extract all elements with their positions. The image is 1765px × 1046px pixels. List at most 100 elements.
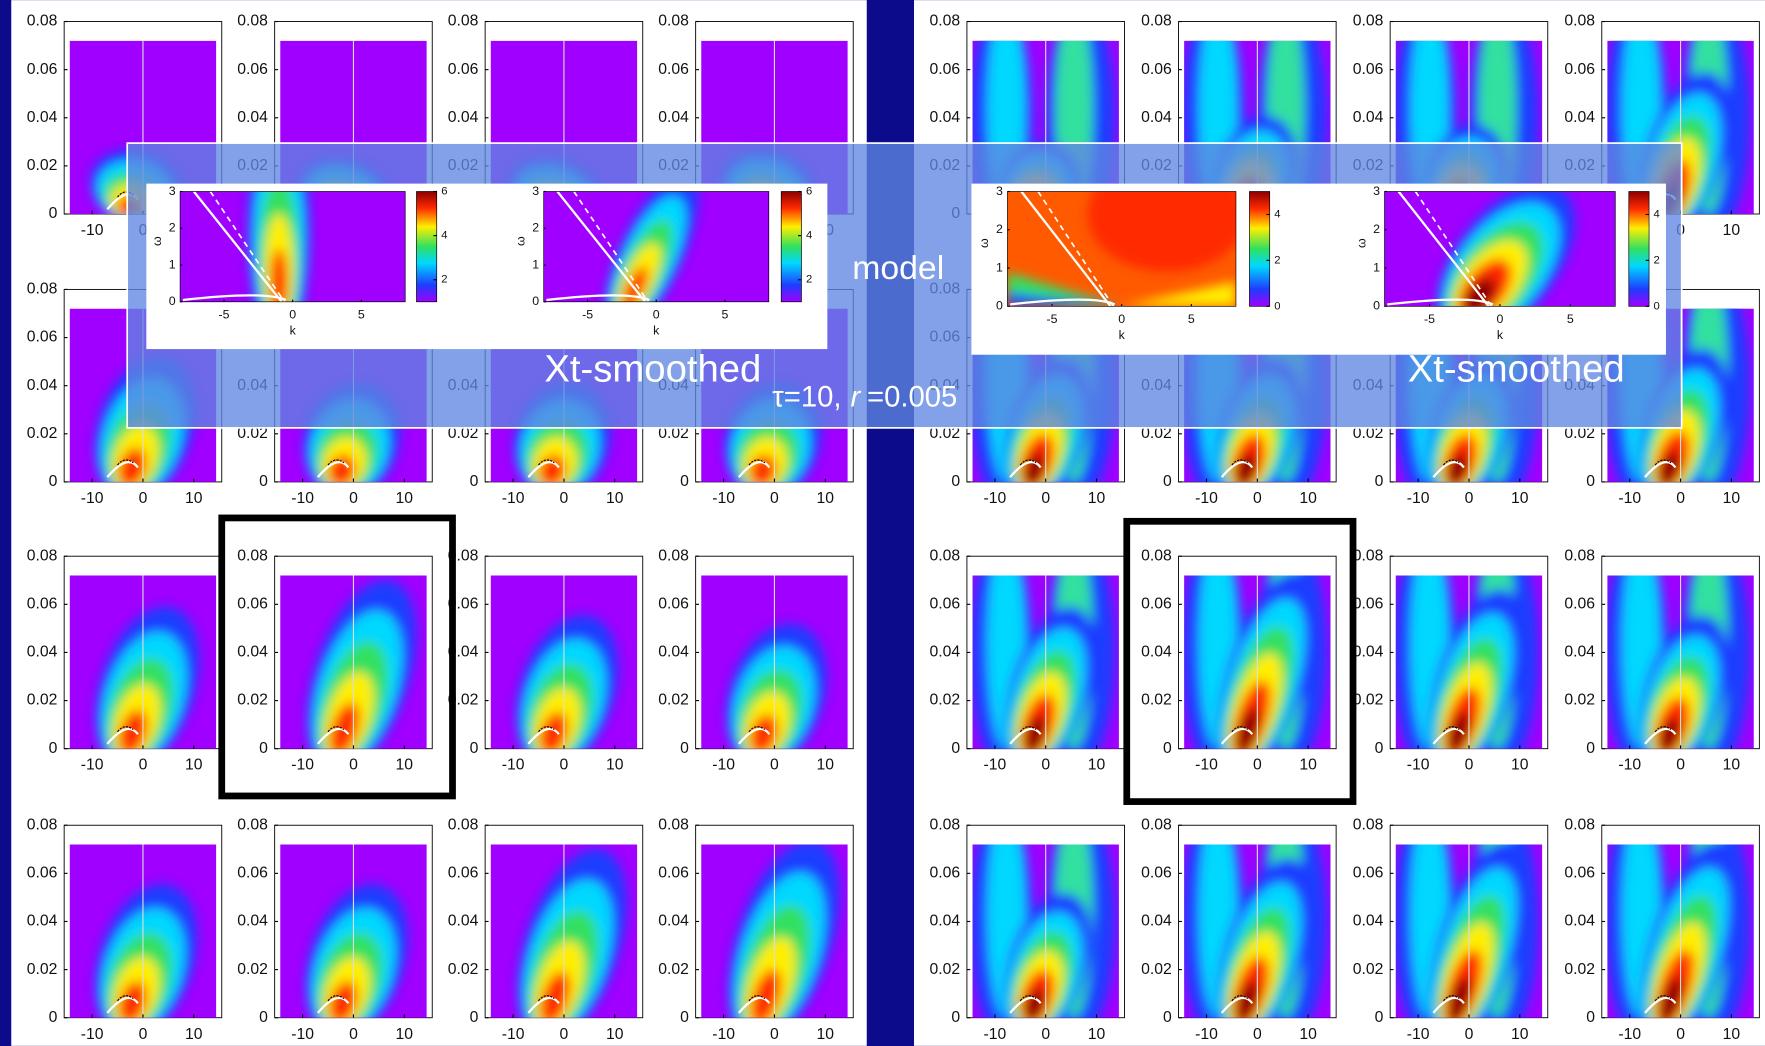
y-tick-label: 0.04 (27, 644, 58, 661)
y-tick-label: 0 (996, 299, 1003, 313)
x-tick-label: 0 (653, 308, 660, 322)
y-tick-label: 1 (1373, 260, 1380, 274)
y-tick-label: 0 (532, 294, 539, 308)
x-tick-label: 0 (1041, 1026, 1050, 1043)
y-tick-label: 0.02 (237, 692, 268, 709)
y-tick-label: 0.08 (1353, 13, 1384, 30)
y-tick-label: 0.08 (27, 547, 58, 564)
x-tick-label: 0 (349, 757, 358, 774)
y-tick-label: 3 (996, 184, 1003, 198)
y-tick-label: 0.02 (1564, 961, 1595, 978)
y-tick-label: 0.02 (27, 157, 58, 174)
x-tick-label: 0 (1676, 757, 1685, 774)
x-tick-label: 0 (770, 1026, 779, 1043)
x-tick-label: 10 (1723, 757, 1741, 774)
y-tick-label: 0 (49, 1009, 58, 1026)
y-tick-label: 0.08 (930, 816, 961, 833)
y-tick-label: 0.04 (448, 109, 479, 126)
page: {"subplot_axes": {"xlim": [-15.5, 15.5],… (0, 0, 1765, 1046)
colorbar-tick-label: 4 (806, 230, 812, 242)
x-tick-label: -10 (81, 757, 104, 774)
x-tick-label: -10 (81, 490, 104, 507)
x-tick-label: 0 (560, 490, 569, 507)
y-tick-label: 2 (532, 221, 539, 235)
y-tick-label: 0 (1586, 473, 1595, 490)
x-tick-label: 10 (1299, 1026, 1317, 1043)
x-tick-label: 10 (817, 490, 835, 507)
x-tick-label: 10 (1299, 490, 1317, 507)
x-tick-label: 10 (185, 490, 203, 507)
x-tick-label: -10 (1407, 757, 1430, 774)
x-tick-label: 10 (1723, 1026, 1741, 1043)
x-tick-label: 5 (721, 308, 728, 322)
x-tick-label: 10 (1299, 757, 1317, 774)
y-tick-label: 0.02 (1141, 961, 1172, 978)
x-tick-label: -10 (712, 757, 735, 774)
x-tick-label: -5 (582, 308, 593, 322)
x-tick-label: 10 (606, 490, 624, 507)
y-tick-label: 0.08 (930, 13, 961, 30)
y-tick-label: 0.08 (930, 547, 961, 564)
y-tick-label: 0 (1375, 740, 1384, 757)
y-tick-label: 0.08 (448, 816, 479, 833)
y-tick-label: 0.08 (27, 816, 58, 833)
y-tick-label: 0.04 (237, 644, 268, 661)
x-tick-label: -10 (291, 490, 314, 507)
tau-text: τ=10, (772, 381, 841, 413)
x-tick-label: -5 (1047, 312, 1058, 326)
y-tick-label: 0 (169, 294, 176, 308)
y-tick-label: 0.04 (1564, 644, 1595, 661)
y-tick-label: 0.02 (1353, 692, 1384, 709)
y-tick-label: 0.08 (448, 13, 479, 30)
x-tick-label: 10 (1723, 490, 1741, 507)
y-tick-label: 0.08 (658, 816, 689, 833)
x-tick-label: -10 (1195, 757, 1218, 774)
x-tick-label: -10 (712, 1026, 735, 1043)
x-tick-label: -10 (291, 1026, 314, 1043)
x-tick-label: 10 (1723, 222, 1741, 239)
x-tick-label: 0 (1676, 1026, 1685, 1043)
y-tick-label: 3 (532, 184, 539, 198)
y-tick-label: 0 (1373, 299, 1380, 313)
y-tick-label: 0.06 (1353, 865, 1384, 882)
x-tick-label: 10 (1511, 490, 1529, 507)
y-tick-label: 0.06 (1564, 865, 1595, 882)
y-tick-label: 0.06 (27, 595, 58, 612)
colorbar (1249, 191, 1269, 306)
y-tick-label: 0.04 (1353, 913, 1384, 930)
y-tick-label: 0.06 (1141, 61, 1172, 78)
y-tick-label: 0.08 (658, 547, 689, 564)
x-tick-label: -10 (502, 490, 525, 507)
y-tick-label: 2 (1373, 222, 1380, 236)
y-tick-label: 0.04 (448, 913, 479, 930)
screen: 00.020.040.060.08-1001000.020.040.060.08… (0, 0, 1765, 1046)
y-tick-label: 0.06 (1353, 595, 1384, 612)
x-tick-label: -10 (1618, 490, 1641, 507)
colorbar-tick-label: 6 (806, 185, 812, 197)
y-tick-label: 0.06 (448, 61, 479, 78)
y-tick-label: 0.04 (1141, 644, 1172, 661)
x-tick-label: 0 (1676, 490, 1685, 507)
colorbar (781, 191, 801, 301)
colorbar (416, 191, 436, 301)
x-tick-label: 0 (1465, 757, 1474, 774)
x-tick-label: 10 (396, 757, 414, 774)
y-tick-label: 0.06 (1353, 61, 1384, 78)
colorbar-tick-label: 4 (441, 230, 447, 242)
y-tick-label: 0.06 (658, 865, 689, 882)
x-tick-label: -10 (502, 757, 525, 774)
colorbar-tick-label: 6 (441, 185, 447, 197)
y-tick-label: 0 (49, 740, 58, 757)
x-tick-label: 0 (1041, 757, 1050, 774)
y-tick-label: 0 (951, 740, 960, 757)
x-tick-label: -5 (1424, 312, 1435, 326)
x-tick-label: 0 (1041, 490, 1050, 507)
y-tick-label: 0 (1586, 1009, 1595, 1026)
y-tick-label: 2 (169, 221, 176, 235)
y-tick-label: 0.08 (237, 547, 268, 564)
y-tick-label: 0.08 (237, 816, 268, 833)
y-tick-label: 0.06 (930, 865, 961, 882)
y-tick-label: 0 (259, 1009, 268, 1026)
x-tick-label: -10 (291, 757, 314, 774)
y-tick-label: 0.06 (27, 865, 58, 882)
